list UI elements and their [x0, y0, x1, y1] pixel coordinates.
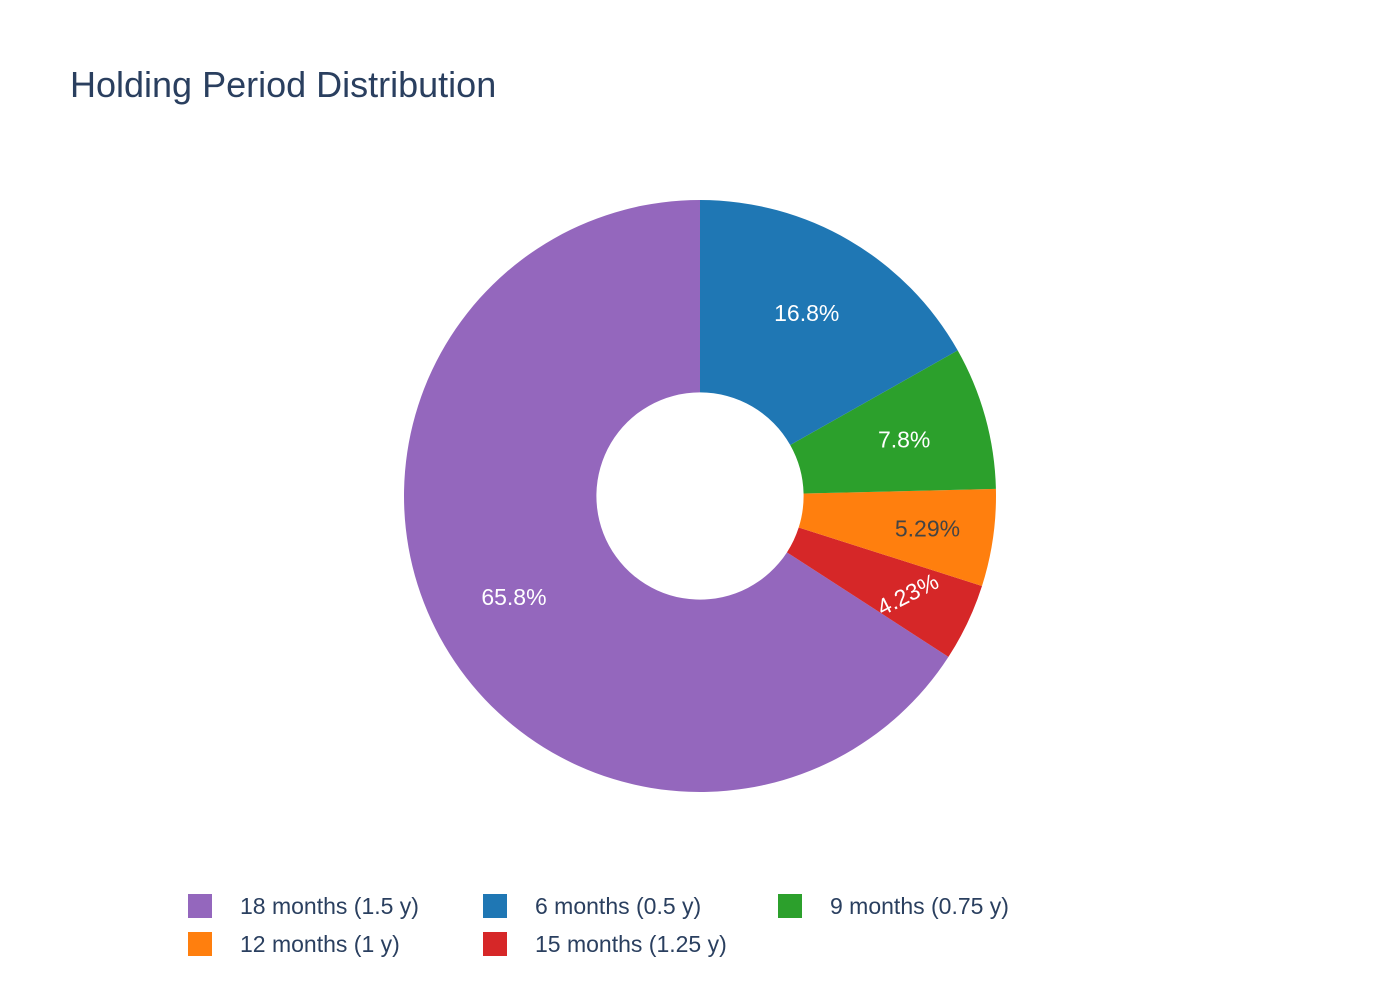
donut-slice[interactable] [404, 200, 949, 792]
legend-item-12-months[interactable]: 12 months (1 y) [188, 930, 483, 957]
legend-item-18-months[interactable]: 18 months (1.5 y) [188, 892, 483, 919]
slice-label: 16.8% [774, 300, 839, 326]
slice-label: 5.29% [895, 516, 960, 542]
legend-label: 15 months (1.25 y) [535, 930, 727, 957]
legend-label: 12 months (1 y) [240, 930, 400, 957]
donut-slice[interactable] [786, 527, 983, 657]
legend-item-9-months[interactable]: 9 months (0.75 y) [778, 892, 1073, 919]
donut-slice[interactable] [798, 488, 997, 586]
legend: 18 months (1.5 y) 6 months (0.5 y) 9 mon… [188, 892, 1088, 957]
legend-swatch [188, 894, 212, 918]
legend-label: 6 months (0.5 y) [535, 892, 702, 919]
donut-slice[interactable] [790, 350, 996, 494]
donut-slice[interactable] [700, 200, 958, 446]
slice-label: 7.8% [878, 427, 930, 453]
legend-swatch [778, 894, 802, 918]
legend-item-6-months[interactable]: 6 months (0.5 y) [483, 892, 778, 919]
legend-label: 9 months (0.75 y) [830, 892, 1009, 919]
legend-swatch [188, 932, 212, 956]
legend-label: 18 months (1.5 y) [240, 892, 419, 919]
legend-item-15-months[interactable]: 15 months (1.25 y) [483, 930, 778, 957]
legend-swatch [483, 932, 507, 956]
slice-label: 65.8% [481, 584, 546, 610]
legend-swatch [483, 894, 507, 918]
chart-title: Holding Period Distribution [70, 64, 497, 105]
